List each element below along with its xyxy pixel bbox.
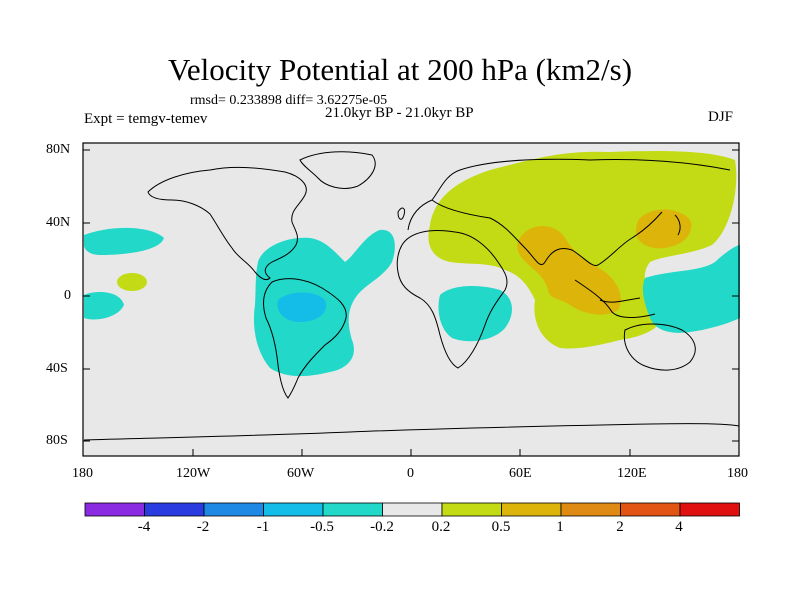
axis-ticks [83, 149, 739, 456]
negative-region-pacific-north [84, 227, 164, 255]
colorbar-label: 1 [556, 519, 564, 535]
coast-north-america [147, 166, 307, 281]
lat-label-40n: 40N [46, 215, 71, 230]
stats-line: rmsd= 0.233898 diff= 3.62275e-05 [190, 93, 388, 108]
anomaly-fields [84, 150, 740, 377]
colorbar-swatch [322, 502, 383, 517]
colorbar-swatch [203, 502, 264, 517]
colorbar-label: 0.5 [491, 519, 511, 535]
positive-region-pacific [117, 273, 147, 291]
lon-label-120w: 120W [176, 466, 211, 481]
positive-core-asia [517, 226, 621, 315]
lon-label-0: 0 [407, 466, 414, 481]
colorbar-label: 4 [675, 519, 683, 535]
colorbar-swatch [144, 502, 205, 517]
lon-label-120e: 120E [617, 466, 647, 481]
experiment-label: Expt = temgv-temev [84, 111, 208, 127]
coastlines [83, 151, 740, 441]
lon-label-180e: 180 [727, 466, 748, 481]
positive-region-eurasia [428, 150, 737, 349]
lon-label-60e: 60E [509, 466, 532, 481]
colorbar-swatch [620, 502, 681, 517]
coast-australia [623, 323, 696, 371]
colorbar-label: -0.5 [310, 519, 334, 535]
coast-greenland [299, 151, 376, 189]
negative-core-amazon [277, 292, 327, 322]
colorbar-swatch [560, 502, 621, 517]
coast-eurasia [407, 158, 731, 267]
coast-south-america [263, 278, 347, 399]
colorbar-swatch [501, 502, 562, 517]
lat-label-40s: 40S [46, 361, 68, 376]
colorbar-swatch [263, 502, 324, 517]
lat-label-0: 0 [64, 288, 71, 303]
period-label: 21.0kyr BP - 21.0kyr BP [325, 105, 474, 121]
colorbar-label: 2 [616, 519, 624, 535]
season-label: DJF [708, 109, 734, 125]
positive-core-japan [636, 209, 692, 249]
lat-label-80s: 80S [46, 433, 68, 448]
coast-japan [674, 214, 681, 236]
coast-africa [396, 230, 508, 369]
colorbar [84, 502, 740, 517]
colorbar-label: -2 [196, 519, 210, 535]
colorbar-label: -1 [256, 519, 270, 535]
colorbar-label: 0.2 [431, 519, 451, 535]
colorbar-swatch [84, 502, 145, 517]
colorbar-swatch [441, 502, 502, 517]
coast-uk [397, 207, 405, 220]
lon-label-60w: 60W [287, 466, 315, 481]
negative-region-west-pacific [642, 245, 740, 333]
colorbar-label: -4 [137, 519, 151, 535]
coast-antarctica [83, 423, 740, 441]
colorbar-label: -0.2 [370, 519, 394, 535]
negative-region-africa [438, 285, 512, 342]
lat-label-80n: 80N [46, 142, 71, 157]
colorbar-swatch [679, 502, 740, 517]
lon-label-180w: 180 [72, 466, 93, 481]
negative-region-pacific-south [84, 292, 124, 320]
colorbar-swatch [382, 502, 443, 517]
coast-southeast-asia [574, 279, 656, 318]
map-title: Velocity Potential at 200 hPa (km2/s) [167, 52, 633, 87]
